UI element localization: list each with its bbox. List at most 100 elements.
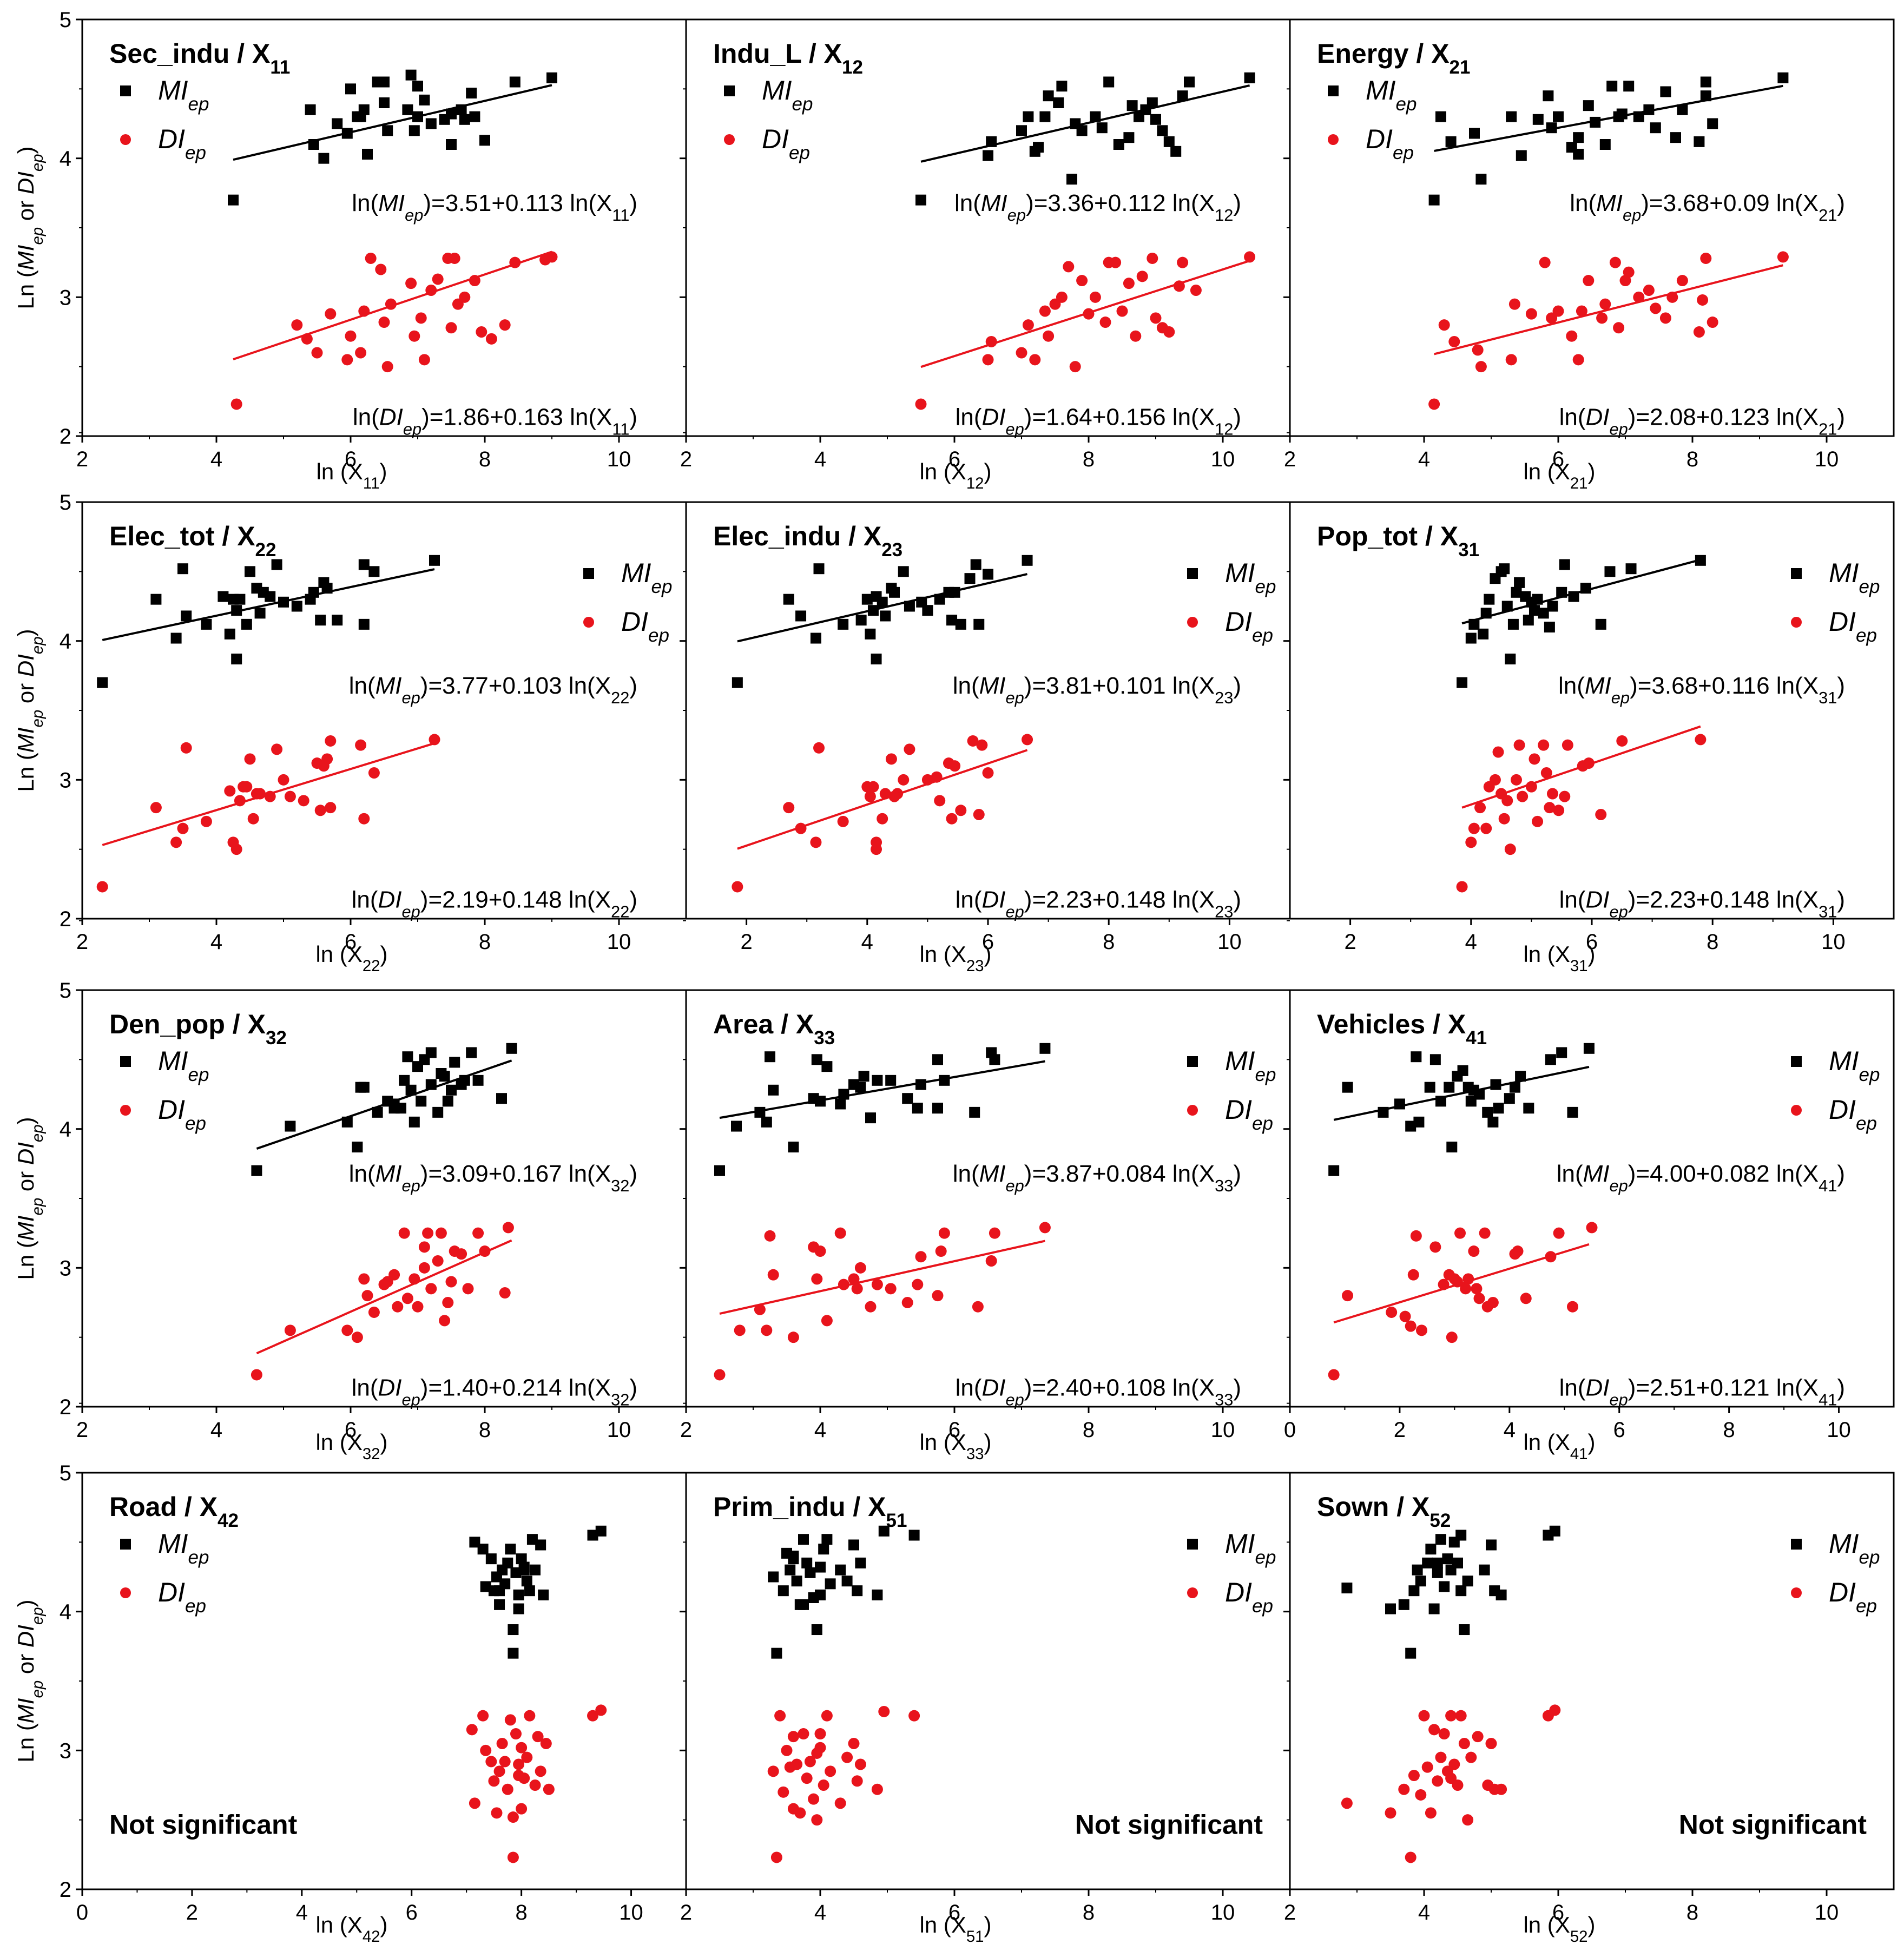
mi-point	[771, 1647, 782, 1659]
di-point	[1407, 1269, 1419, 1281]
mi-point	[813, 563, 825, 575]
di-point	[767, 1269, 779, 1281]
di-point	[1473, 1293, 1485, 1304]
x-tick-label: 8	[1083, 1418, 1095, 1442]
di-point	[1341, 1797, 1353, 1809]
mi-fit-line	[1434, 84, 1783, 152]
di-point	[1462, 1814, 1474, 1826]
di-point	[1613, 322, 1625, 334]
equation-mi: ln(MIep)=3.36+0.112 ln(X12)	[954, 190, 1241, 225]
di-point	[271, 743, 283, 755]
di-point	[1505, 354, 1517, 366]
di-point	[510, 1728, 522, 1740]
di-point	[1511, 774, 1522, 786]
di-point	[355, 347, 367, 359]
mi-point	[788, 1142, 799, 1153]
mi-point	[861, 594, 873, 605]
legend-marker-di	[724, 134, 735, 145]
di-point	[180, 742, 192, 754]
mi-point	[425, 118, 437, 129]
mi-point	[1039, 1043, 1051, 1054]
legend-marker-di	[120, 1105, 131, 1116]
y-tick-label: 5	[60, 979, 71, 1003]
mi-point	[1113, 139, 1124, 150]
di-point	[774, 1710, 786, 1722]
x-axis-label: ln (X52)	[1523, 1912, 1595, 1946]
x-tick-label: 4	[861, 930, 873, 954]
di-point	[1693, 326, 1705, 338]
x-tick-label: 10	[1217, 930, 1242, 954]
x-tick-label: 2	[740, 930, 752, 954]
mi-point	[409, 125, 420, 136]
mi-fit-line	[102, 568, 435, 641]
mi-point	[521, 1576, 532, 1587]
mi-point	[1670, 132, 1681, 143]
mi-point	[932, 1103, 943, 1114]
x-tick-label: 8	[1723, 1418, 1735, 1442]
y-tick-label: 5	[60, 8, 71, 32]
di-point	[1425, 1807, 1437, 1819]
mi-point	[1170, 146, 1182, 157]
mi-point	[821, 1534, 833, 1545]
di-point	[476, 326, 487, 338]
panel-title: Energy / X21	[1317, 38, 1470, 78]
mi-point	[1435, 1534, 1446, 1545]
mi-point	[1538, 608, 1549, 619]
mi-point	[1076, 125, 1088, 136]
di-point	[1455, 1710, 1467, 1722]
di-point	[898, 774, 910, 786]
di-point	[462, 1283, 474, 1295]
x-tick-label: 4	[1418, 1901, 1430, 1924]
mi-point	[436, 1068, 447, 1079]
mi-point	[382, 125, 393, 136]
mi-point	[480, 1581, 491, 1592]
mi-point	[352, 111, 363, 122]
di-point	[1056, 291, 1068, 303]
di-point	[834, 1797, 846, 1809]
di-point	[813, 742, 825, 754]
mi-point	[228, 194, 239, 206]
mi-point	[915, 194, 926, 206]
di-point	[1576, 305, 1587, 317]
di-point	[1562, 739, 1573, 751]
di-point	[1415, 1789, 1427, 1801]
mi-point	[1583, 100, 1594, 111]
di-point	[1385, 1807, 1396, 1819]
di-point	[791, 1758, 803, 1770]
legend-label-mi: MIep	[621, 558, 672, 597]
di-point	[1063, 261, 1075, 273]
panel-8: 2 4 6 8 10 ln (X33) Area / X33 MIep DIep ln(MIep)…	[680, 920, 1291, 1463]
di-point	[1512, 1245, 1524, 1257]
di-point	[778, 1786, 789, 1798]
mi-point	[1126, 100, 1138, 111]
di-point	[1069, 361, 1081, 373]
equation-di: ln(DIep)=1.40+0.214 ln(X32)	[352, 1374, 637, 1409]
mi-point	[1428, 1603, 1440, 1614]
legend-marker-mi	[583, 568, 594, 579]
x-tick-label: 8	[479, 1418, 491, 1442]
di-point	[425, 1283, 437, 1295]
mi-point	[449, 1057, 460, 1068]
di-point	[787, 1332, 799, 1343]
mi-fit-line	[737, 573, 1027, 643]
di-point	[976, 739, 988, 751]
di-point	[1707, 317, 1718, 328]
mi-point	[1523, 615, 1534, 626]
mi-point	[1544, 622, 1555, 632]
mi-point	[345, 83, 356, 95]
di-point	[1475, 361, 1487, 373]
mi-point	[1123, 132, 1135, 143]
di-point	[502, 1222, 514, 1234]
di-point	[368, 1306, 380, 1318]
mi-point	[1511, 586, 1522, 598]
di-point	[224, 785, 236, 797]
mi-point	[1457, 1065, 1468, 1076]
mi-point	[765, 1051, 775, 1063]
di-point	[230, 843, 242, 855]
di-point	[499, 1756, 511, 1768]
mi-point	[372, 1106, 383, 1118]
di-point	[837, 815, 849, 827]
di-point	[1553, 1227, 1565, 1239]
x-tick-label: 6	[345, 1418, 357, 1442]
